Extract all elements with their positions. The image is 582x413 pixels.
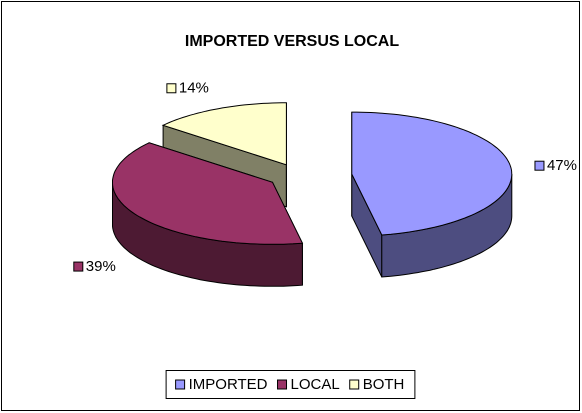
data-label-key: [534, 160, 545, 171]
legend-swatch: [349, 379, 360, 390]
data-label: 14%: [179, 80, 209, 97]
data-label-key: [73, 261, 84, 272]
legend-box: [165, 370, 416, 399]
pie-slice: [351, 111, 513, 278]
legend-swatch: [277, 379, 288, 390]
legend: IMPORTED LOCAL BOTH: [165, 370, 416, 399]
legend-swatch: [175, 379, 186, 390]
slice-top: [351, 111, 513, 236]
chart-title: IMPORTED VERSUS LOCAL: [185, 33, 399, 50]
legend-label: LOCAL: [291, 376, 340, 393]
data-label-key: [166, 83, 177, 94]
data-label: 39%: [86, 258, 116, 275]
legend-label: BOTH: [363, 376, 405, 393]
slice-top: [161, 102, 287, 166]
data-label: 47%: [547, 157, 577, 174]
pie-slice: [112, 142, 304, 287]
slice-top: [112, 142, 304, 245]
legend-label: IMPORTED: [189, 376, 268, 393]
